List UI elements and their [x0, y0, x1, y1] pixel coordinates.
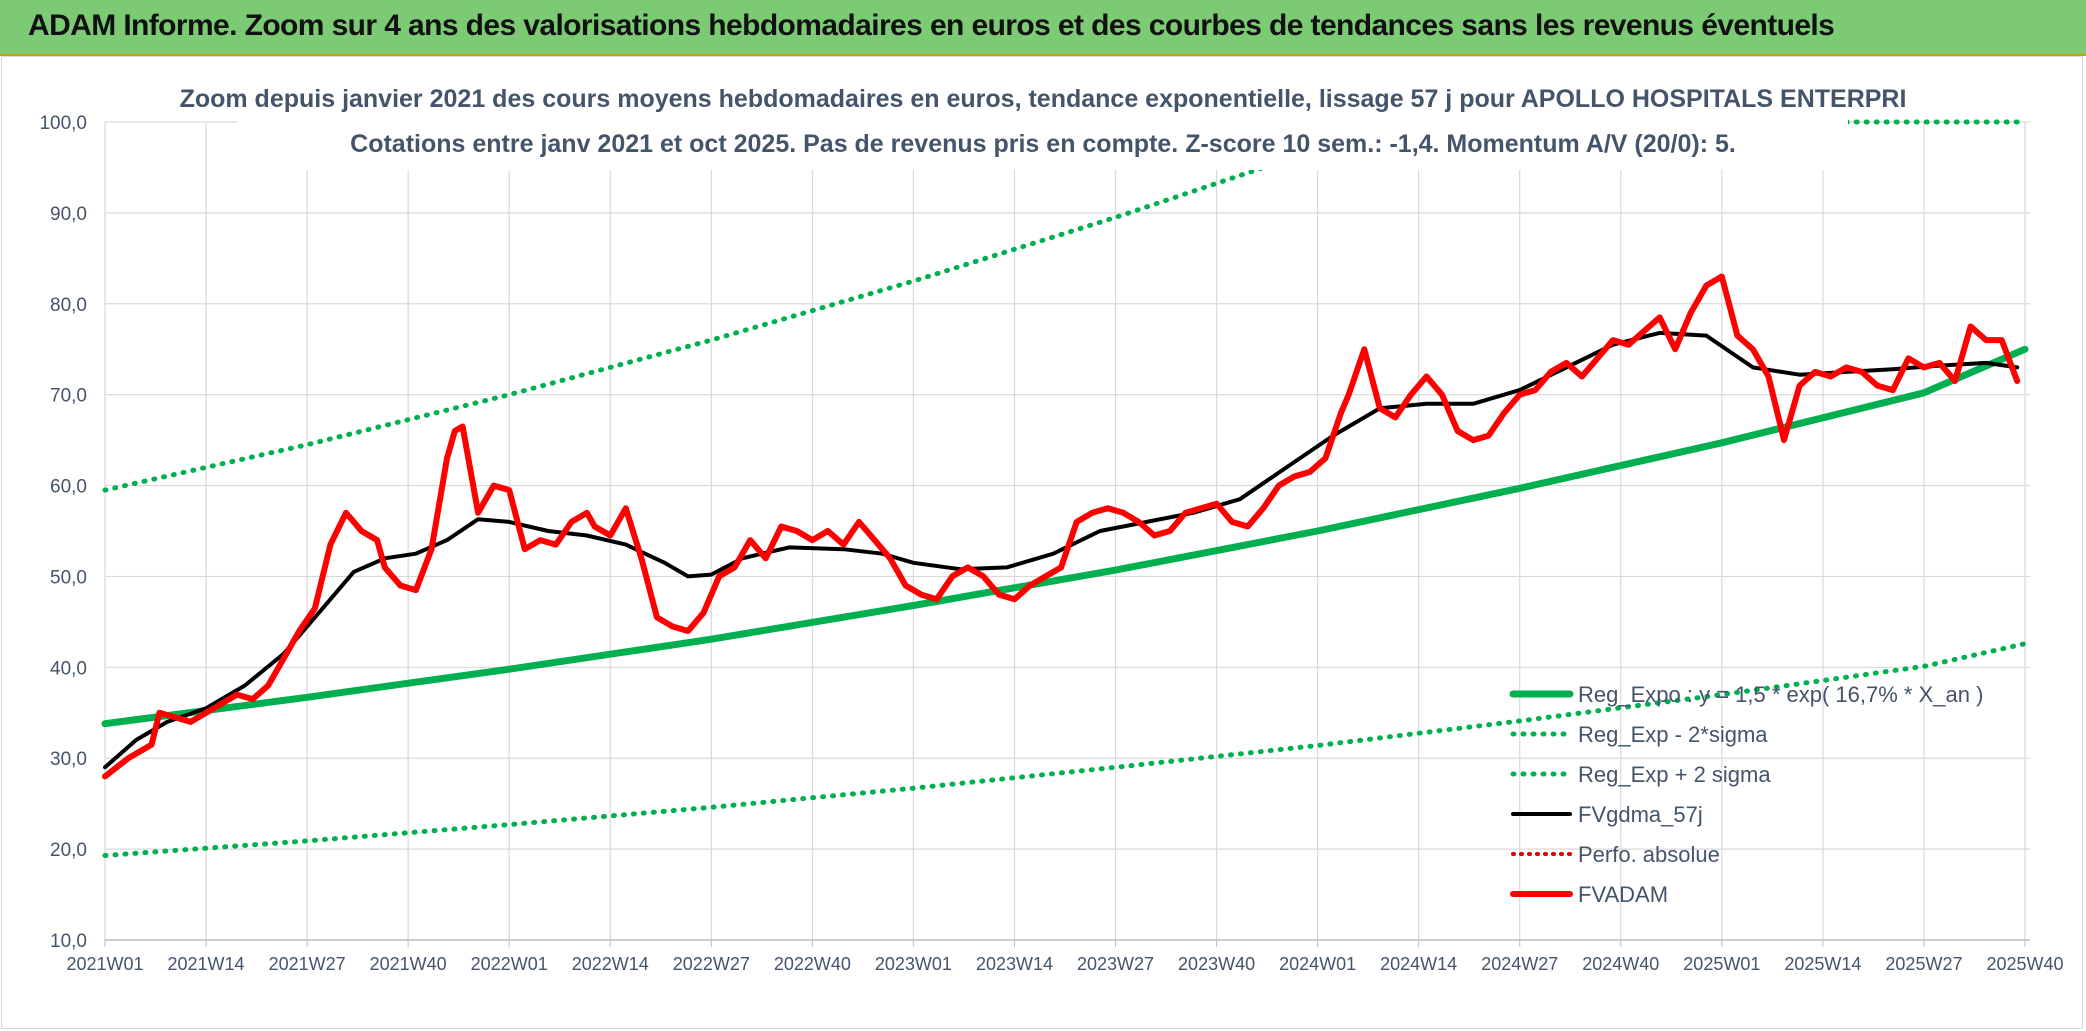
legend-label: FVgdma_57j	[1578, 802, 1703, 827]
x-tick-label: 2021W27	[269, 954, 346, 974]
legend-label: Reg_Expo : y = 1,5 * exp( 16,7% * X_an )	[1578, 682, 1983, 707]
x-tick-label: 2021W01	[66, 954, 143, 974]
x-tick-label: 2024W01	[1279, 954, 1356, 974]
title-backdrop	[238, 74, 1848, 170]
legend-label: FVADAM	[1578, 882, 1668, 907]
y-tick-label: 30,0	[50, 749, 87, 770]
chart-subtitle: Cotations entre janv 2021 et oct 2025. P…	[350, 130, 1736, 158]
y-tick-label: 60,0	[50, 477, 87, 498]
y-tick-label: 10,0	[50, 931, 87, 952]
x-tick-label: 2023W27	[1077, 954, 1154, 974]
x-tick-label: 2022W01	[471, 954, 548, 974]
legend-label: Reg_Exp + 2 sigma	[1578, 762, 1771, 787]
x-tick-label: 2022W27	[673, 954, 750, 974]
y-tick-label: 100,0	[39, 113, 87, 134]
chart-title: Zoom depuis janvier 2021 des cours moyen…	[180, 85, 1907, 113]
legend-label: Perfo. absolue	[1578, 842, 1720, 867]
x-tick-label: 2024W14	[1380, 954, 1457, 974]
x-tick-label: 2021W40	[370, 954, 447, 974]
y-tick-label: 20,0	[50, 840, 87, 861]
x-tick-label: 2022W40	[774, 954, 851, 974]
report-banner: ADAM Informe. Zoom sur 4 ans des valoris…	[0, 0, 2086, 54]
chart-axes: 10,0 20,0 30,0 40,0 50,0 60,0 70,0 80,0 90,0 100,…	[39, 113, 2063, 974]
chart-frame	[1, 56, 2083, 1029]
x-tick-label: 2023W14	[976, 954, 1053, 974]
legend-label: Reg_Exp - 2*sigma	[1578, 722, 1768, 747]
series-line-5	[102, 273, 2021, 780]
x-tick-label: 2025W27	[1885, 954, 1962, 974]
chart-legend: Reg_Expo : y = 1,5 * exp( 16,7% * X_an )…	[1509, 682, 1983, 907]
x-tick-label: 2025W01	[1683, 954, 1760, 974]
chart-series	[101, 119, 2029, 858]
banner-title: ADAM Informe. Zoom sur 4 ans des valoris…	[28, 9, 1835, 42]
x-tick-label: 2023W40	[1178, 954, 1255, 974]
x-tick-label: 2024W40	[1582, 954, 1659, 974]
chart-grid	[104, 121, 2030, 941]
series-line-2	[102, 124, 1367, 493]
x-tick-label: 2022W14	[572, 954, 649, 974]
x-tick-label: 2025W40	[1986, 954, 2063, 974]
y-tick-label: 50,0	[50, 567, 87, 588]
x-tick-label: 2023W01	[875, 954, 952, 974]
y-tick-label: 80,0	[50, 295, 87, 316]
x-tick-label: 2021W14	[168, 954, 245, 974]
banner-divider	[0, 54, 2086, 56]
series-line-1	[102, 641, 2028, 858]
y-tick-label: 40,0	[50, 658, 87, 679]
x-tick-label: 2025W14	[1784, 954, 1861, 974]
y-tick-label: 70,0	[50, 386, 87, 407]
y-tick-label: 90,0	[50, 204, 87, 225]
x-tick-label: 2024W27	[1481, 954, 1558, 974]
